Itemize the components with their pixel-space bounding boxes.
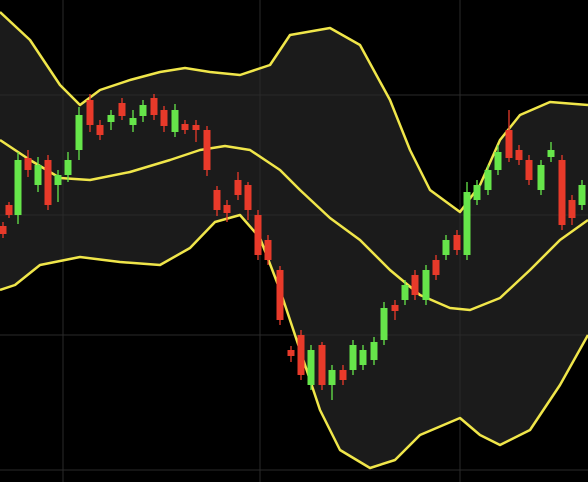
candle-body (484, 170, 492, 190)
candle-body (318, 345, 326, 385)
candle-body (547, 150, 555, 157)
candle-body (494, 152, 502, 170)
candle-body (578, 185, 586, 205)
candle-body (14, 160, 22, 215)
candle-body (192, 125, 200, 130)
candle-body (129, 118, 137, 125)
candle-body (244, 185, 252, 210)
candle-body (96, 125, 104, 135)
band-line (0, 138, 588, 312)
candle-body (307, 350, 315, 385)
candle-body (264, 240, 272, 260)
candle-body (370, 342, 378, 360)
candle-body (463, 192, 471, 255)
candle-body (118, 103, 126, 116)
candle-body (297, 335, 305, 375)
candle-body (515, 150, 523, 160)
candle-body (328, 370, 336, 385)
candle-body (34, 165, 42, 185)
candle-body (64, 160, 72, 175)
candle-body (287, 350, 295, 356)
candle-body (150, 98, 158, 115)
candle-body (86, 100, 94, 125)
candle-body (254, 215, 262, 255)
candle-body (171, 110, 179, 132)
candle-body (537, 165, 545, 190)
candle-body (558, 160, 566, 225)
candle-body (203, 130, 211, 170)
candle-body (181, 124, 189, 130)
candle-body (349, 345, 357, 370)
candle-body (139, 105, 147, 116)
candle-body (391, 305, 399, 311)
candle-body (359, 350, 367, 365)
candle-body (380, 308, 388, 340)
candle-body (107, 115, 115, 122)
candle-body (568, 200, 576, 218)
candle-body (44, 160, 52, 205)
candle-body (213, 190, 221, 210)
candle-body (453, 235, 461, 250)
candle-body (276, 270, 284, 320)
candle-body (473, 185, 481, 200)
candle-body (525, 160, 533, 180)
candle-body (422, 270, 430, 300)
candle-body (54, 175, 62, 185)
candle-body (75, 115, 83, 150)
candle-body (401, 285, 409, 300)
candle-body (5, 205, 13, 215)
candle-body (442, 240, 450, 255)
candle-body (223, 205, 231, 213)
candle-body (339, 370, 347, 380)
candle-body (160, 110, 168, 126)
candle-body (505, 130, 513, 158)
candle-body (432, 260, 440, 275)
candle-body (234, 180, 242, 195)
candle-body (411, 275, 419, 295)
band-fill (0, 12, 588, 468)
candle-body (0, 226, 7, 234)
candle-body (24, 158, 32, 170)
